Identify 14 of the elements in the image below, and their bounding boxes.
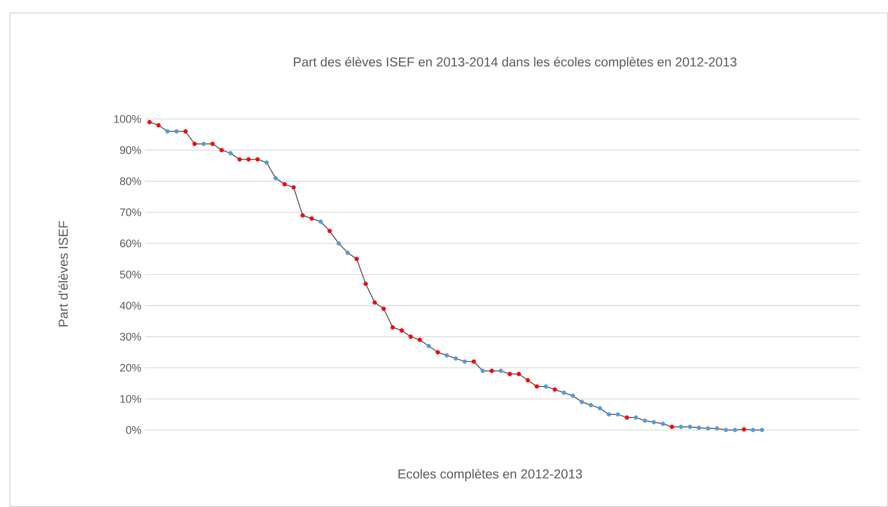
x-axis-title: Ecoles complètes en 2012-2013 [398, 468, 582, 482]
y-tick-label: 0% [126, 426, 142, 434]
y-tick-label: 80% [120, 177, 142, 186]
y-tick-label: 100% [114, 115, 142, 123]
y-tick-label: 30% [120, 332, 142, 341]
y-tick-label: 10% [120, 395, 142, 403]
y-tick-label: 90% [120, 146, 142, 154]
y-tick-label: 20% [120, 364, 142, 372]
y-tick-label: 40% [120, 302, 142, 310]
y-tick-label: 70% [120, 208, 142, 216]
y-tick-label: 60% [120, 240, 142, 248]
y-tick-label: 50% [120, 270, 142, 278]
chart-title: Part des élèves ISEF en 2013-2014 dans les écoles complètes en 2012-2013 [294, 56, 736, 70]
y-axis-title: Part d'élèves ISEF [58, 221, 68, 326]
